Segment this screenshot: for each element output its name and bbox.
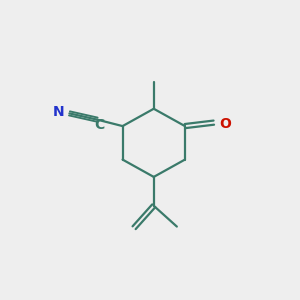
Text: O: O bbox=[219, 117, 231, 131]
Text: N: N bbox=[53, 105, 65, 119]
Text: C: C bbox=[94, 118, 104, 132]
